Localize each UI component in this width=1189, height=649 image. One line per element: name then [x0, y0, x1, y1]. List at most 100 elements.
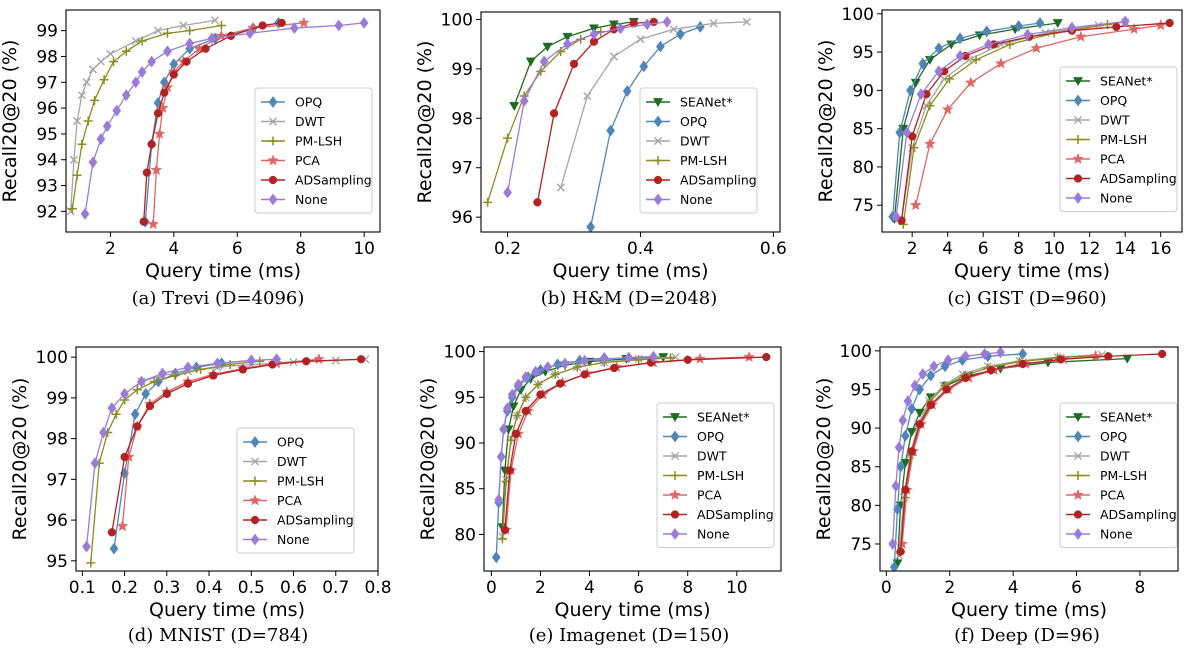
legend-marker	[1072, 488, 1084, 500]
legend-box	[656, 402, 775, 548]
data-point	[639, 60, 649, 73]
x-tick-label: 4	[1008, 578, 1019, 598]
legend-label: None	[1100, 191, 1133, 206]
data-point	[569, 59, 579, 69]
x-tick-label: 8	[682, 578, 693, 598]
legend-marker	[268, 96, 278, 108]
data-point	[120, 387, 129, 400]
data-point	[1018, 359, 1027, 369]
data-point	[182, 57, 191, 66]
data-point	[137, 375, 146, 388]
data-point	[616, 22, 625, 35]
data-point	[106, 49, 115, 58]
x-tick-label: 4	[942, 239, 953, 259]
data-point	[503, 186, 512, 199]
x-tick-label: 0.6	[280, 578, 307, 598]
legend-marker	[1072, 413, 1084, 423]
data-point	[67, 204, 77, 214]
x-axis-label: Query time (ms)	[145, 260, 301, 282]
chart-panel-1: 2 4 6 8 10 92 93 94 95 96 97 98 99 Query time (ms) Rec…	[0, 9, 381, 309]
subfigure-caption: (c) GIST (D=960)	[947, 288, 1106, 309]
y-tick-label: 80	[850, 496, 872, 516]
data-point	[986, 366, 996, 375]
x-tick-label: 8	[1135, 578, 1146, 598]
legend-marker	[1073, 135, 1083, 144]
data-point	[995, 57, 1007, 69]
data-point	[902, 126, 912, 139]
legend-label: None	[697, 527, 730, 542]
data-point	[964, 76, 977, 88]
data-point	[944, 74, 954, 84]
data-point	[918, 57, 928, 70]
x-tick-label: 10	[353, 239, 375, 259]
x-tick-label: 0.4	[196, 578, 223, 598]
legend-label: DWT	[680, 134, 710, 149]
data-point	[961, 350, 970, 363]
legend-marker	[670, 430, 680, 443]
data-point	[509, 102, 520, 112]
y-axis-label: Recall20@20 (%)	[0, 40, 21, 203]
legend-label: ADSampling	[697, 507, 774, 522]
data-point	[120, 452, 129, 462]
x-tick-label: 0.2	[494, 239, 521, 259]
data-point	[77, 139, 87, 149]
data-point	[709, 19, 718, 28]
y-tick-label: 100	[842, 5, 874, 25]
data-point	[137, 36, 147, 46]
legend-label: SEANet*	[1100, 410, 1153, 425]
data-point	[1089, 350, 1102, 362]
data-point	[169, 70, 178, 79]
legend-label: PCA	[697, 488, 722, 503]
data-point	[170, 371, 180, 381]
legend-box	[236, 427, 355, 554]
data-point	[929, 360, 939, 373]
data-point	[1128, 22, 1140, 35]
legend-label: OPQ	[1100, 93, 1127, 108]
x-tick-label: 6	[232, 239, 243, 259]
plot-frame	[879, 346, 1179, 572]
x-tick-label: 0.4	[627, 239, 654, 259]
legend-marker	[250, 436, 260, 448]
data-point	[896, 537, 909, 549]
legend-label: OPQ	[1100, 429, 1127, 444]
x-tick-label: 10	[726, 578, 748, 598]
legend-label: OPQ	[277, 435, 304, 450]
data-point	[901, 485, 910, 495]
legend-label: SEANet*	[697, 410, 750, 425]
legend-label: DWT	[1100, 113, 1130, 128]
data-point	[213, 357, 222, 370]
data-point	[624, 351, 634, 364]
data-point	[926, 400, 935, 410]
data-point	[550, 369, 560, 379]
data-point	[502, 402, 512, 415]
legend-marker	[1073, 430, 1083, 443]
data-point	[130, 408, 140, 421]
legend: SEANet* OPQ DWT PM-LSH PCA ADSampling None	[1059, 402, 1178, 548]
legend-label: ADSampling	[680, 173, 757, 188]
y-tick-label: 75	[850, 535, 872, 555]
legend-label: OPQ	[295, 95, 322, 110]
y-tick-label: 95	[46, 552, 68, 572]
data-point	[83, 116, 93, 126]
legend-marker	[652, 98, 664, 108]
legend-label: DWT	[295, 114, 325, 129]
legend-marker	[653, 193, 663, 206]
data-point	[196, 364, 206, 374]
data-point	[742, 17, 751, 26]
data-point	[560, 357, 570, 370]
legend-marker	[250, 533, 260, 546]
legend-label: PM-LSH	[697, 468, 744, 483]
data-point	[1120, 15, 1130, 28]
data-point	[1112, 22, 1121, 31]
data-point	[915, 420, 924, 429]
data-point	[521, 406, 530, 416]
y-tick-label: 100	[444, 343, 476, 363]
data-point	[531, 365, 540, 378]
data-point	[926, 369, 936, 382]
series-line-dwt	[70, 19, 216, 212]
y-tick-label: 93	[36, 177, 58, 197]
data-point	[1154, 19, 1167, 31]
x-tick-label: 12	[1079, 239, 1101, 259]
data-point	[542, 42, 553, 52]
x-tick-label: 0.2	[111, 578, 138, 598]
